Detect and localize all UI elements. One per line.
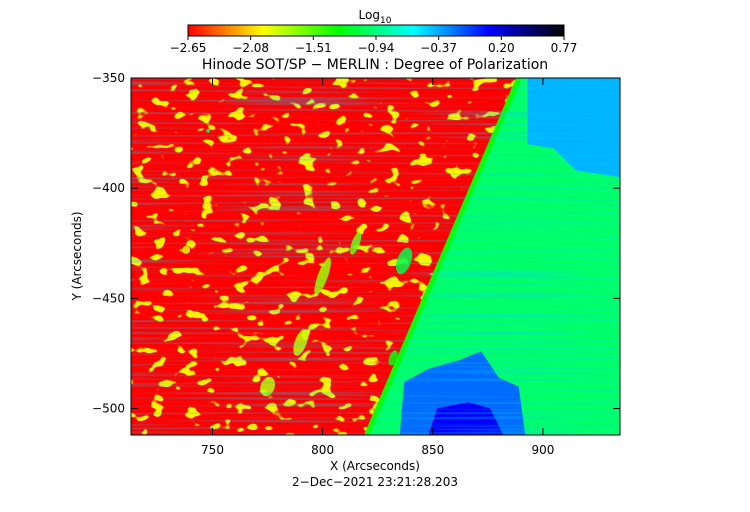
x-axis-ticks: 750 800 850 900 xyxy=(201,78,554,457)
x-tick-label: 750 xyxy=(201,443,224,457)
colorbar-tick-label: −0.37 xyxy=(420,41,457,55)
y-axis-label: Y (Arcseconds) xyxy=(70,211,84,301)
x-tick-label: 850 xyxy=(421,443,444,457)
x-axis-label: X (Arcseconds) xyxy=(330,459,420,473)
y-tick-label: −500 xyxy=(92,402,125,416)
colorbar-tick-label: −2.65 xyxy=(170,41,207,55)
x-tick-label: 900 xyxy=(531,443,554,457)
y-tick-label: −450 xyxy=(92,291,125,305)
heatmap-image xyxy=(131,78,620,435)
colorbar-tick-label: −0.94 xyxy=(358,41,395,55)
offlimb-streaks xyxy=(131,78,620,435)
colorbar-label: Log10 xyxy=(359,8,392,26)
colorbar xyxy=(187,24,565,37)
plot-frame xyxy=(130,77,621,436)
colorbar-ticks: −2.65 −2.08 −1.51 −0.94 −0.37 0.20 0.77 xyxy=(170,36,578,55)
y-tick-label: −400 xyxy=(92,181,125,195)
colorbar-tick-label: −1.51 xyxy=(295,41,332,55)
y-axis-ticks: −350 −400 −450 −500 xyxy=(92,71,620,416)
colorbar-tick-label: 0.20 xyxy=(488,41,515,55)
chart-title: Hinode SOT/SP − MERLIN : Degree of Polar… xyxy=(202,57,548,73)
y-tick-label: −350 xyxy=(92,71,125,85)
timestamp-footer: 2−Dec−2021 23:21:28.203 xyxy=(292,475,458,489)
colorbar-tick-label: 0.77 xyxy=(551,41,578,55)
colorbar-tick-label: −2.08 xyxy=(232,41,269,55)
x-tick-label: 800 xyxy=(311,443,334,457)
